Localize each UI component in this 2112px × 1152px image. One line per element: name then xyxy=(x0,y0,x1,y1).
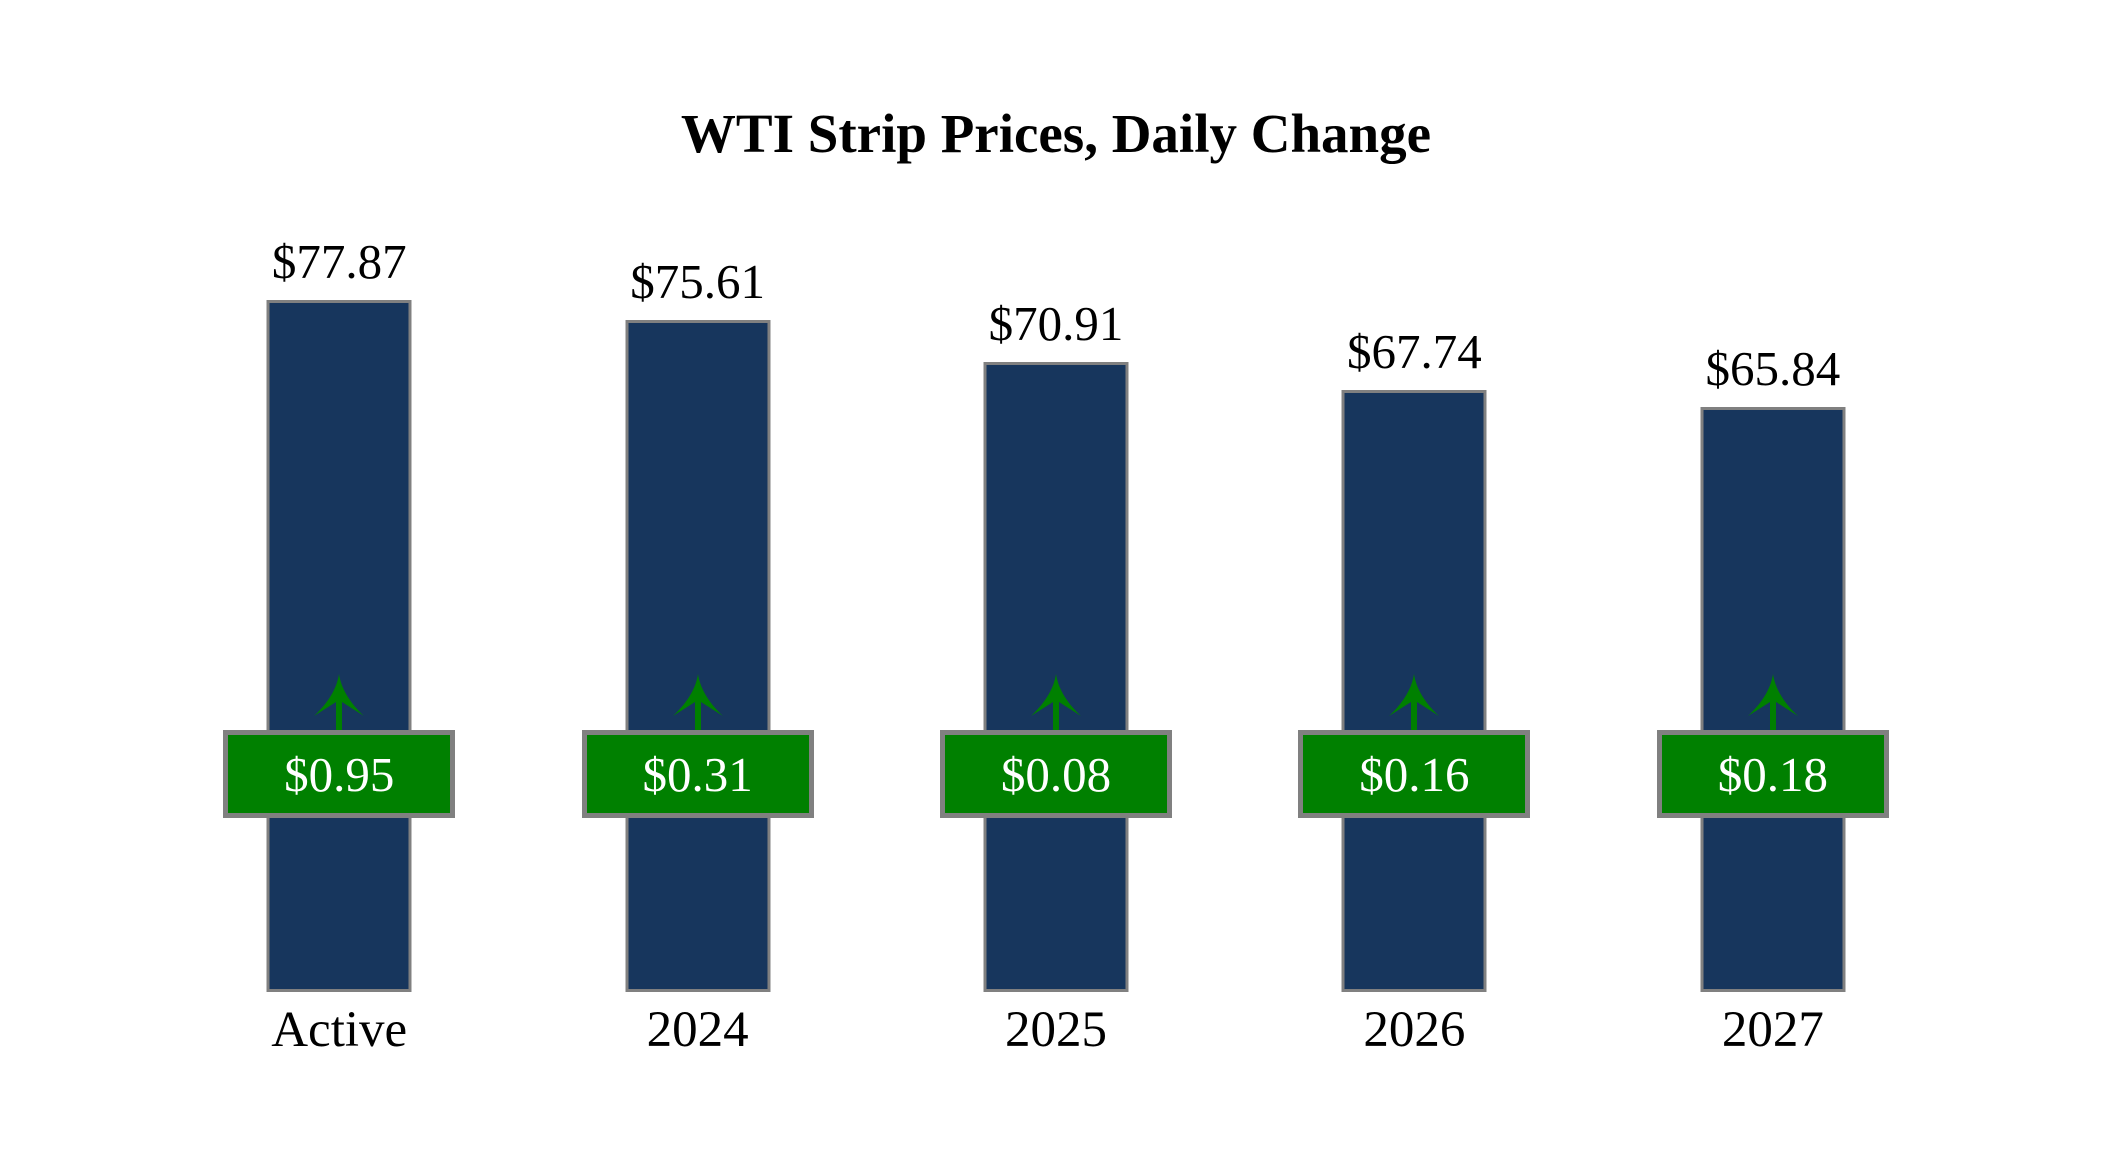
daily-change-badge: $0.18 xyxy=(1656,730,1889,818)
bar xyxy=(625,320,771,992)
bar-group: $67.74 $0.16 2026 xyxy=(1235,0,1593,1152)
bar-value-label: $75.61 xyxy=(630,254,765,309)
bar xyxy=(266,300,412,992)
daily-change-badge: $0.31 xyxy=(581,730,814,818)
bar-group: $75.61 $0.31 2024 xyxy=(518,0,876,1152)
x-axis-label: 2024 xyxy=(646,1002,749,1058)
daily-change-badge: $0.08 xyxy=(940,730,1173,818)
daily-change-value: $0.95 xyxy=(284,746,395,802)
x-axis-label: 2025 xyxy=(1005,1002,1108,1058)
daily-change-value: $0.08 xyxy=(1000,746,1112,802)
up-arrow-icon xyxy=(1389,674,1440,731)
bar-group: $70.91 $0.08 2025 xyxy=(877,0,1235,1152)
bar-value-label: $67.74 xyxy=(1347,324,1482,379)
x-axis-label: 2027 xyxy=(1721,1002,1824,1058)
up-arrow-icon xyxy=(314,674,365,731)
up-arrow-icon xyxy=(672,674,723,731)
bar-value-label: $77.87 xyxy=(271,234,407,289)
x-axis-label: Active xyxy=(271,1002,408,1058)
daily-change-badge: $0.95 xyxy=(223,730,456,818)
daily-change-value: $0.16 xyxy=(1359,746,1470,802)
bar-value-label: $65.84 xyxy=(1705,341,1841,396)
bar-group: $65.84 $0.18 2027 xyxy=(1594,0,1952,1152)
plot-area: $77.87 $0.95 Active $75.61 $0.31 2024 $7… xyxy=(160,0,1952,1152)
up-arrow-icon xyxy=(1031,674,1082,731)
bar-group: $77.87 $0.95 Active xyxy=(160,0,518,1152)
x-axis-label: 2026 xyxy=(1363,1002,1466,1058)
daily-change-badge: $0.16 xyxy=(1298,730,1531,818)
bar-value-label: $70.91 xyxy=(988,296,1124,351)
chart-title: WTI Strip Prices, Daily Change xyxy=(680,103,1432,164)
daily-change-value: $0.18 xyxy=(1717,746,1828,802)
daily-change-value: $0.31 xyxy=(642,746,753,802)
up-arrow-icon xyxy=(1747,674,1798,731)
